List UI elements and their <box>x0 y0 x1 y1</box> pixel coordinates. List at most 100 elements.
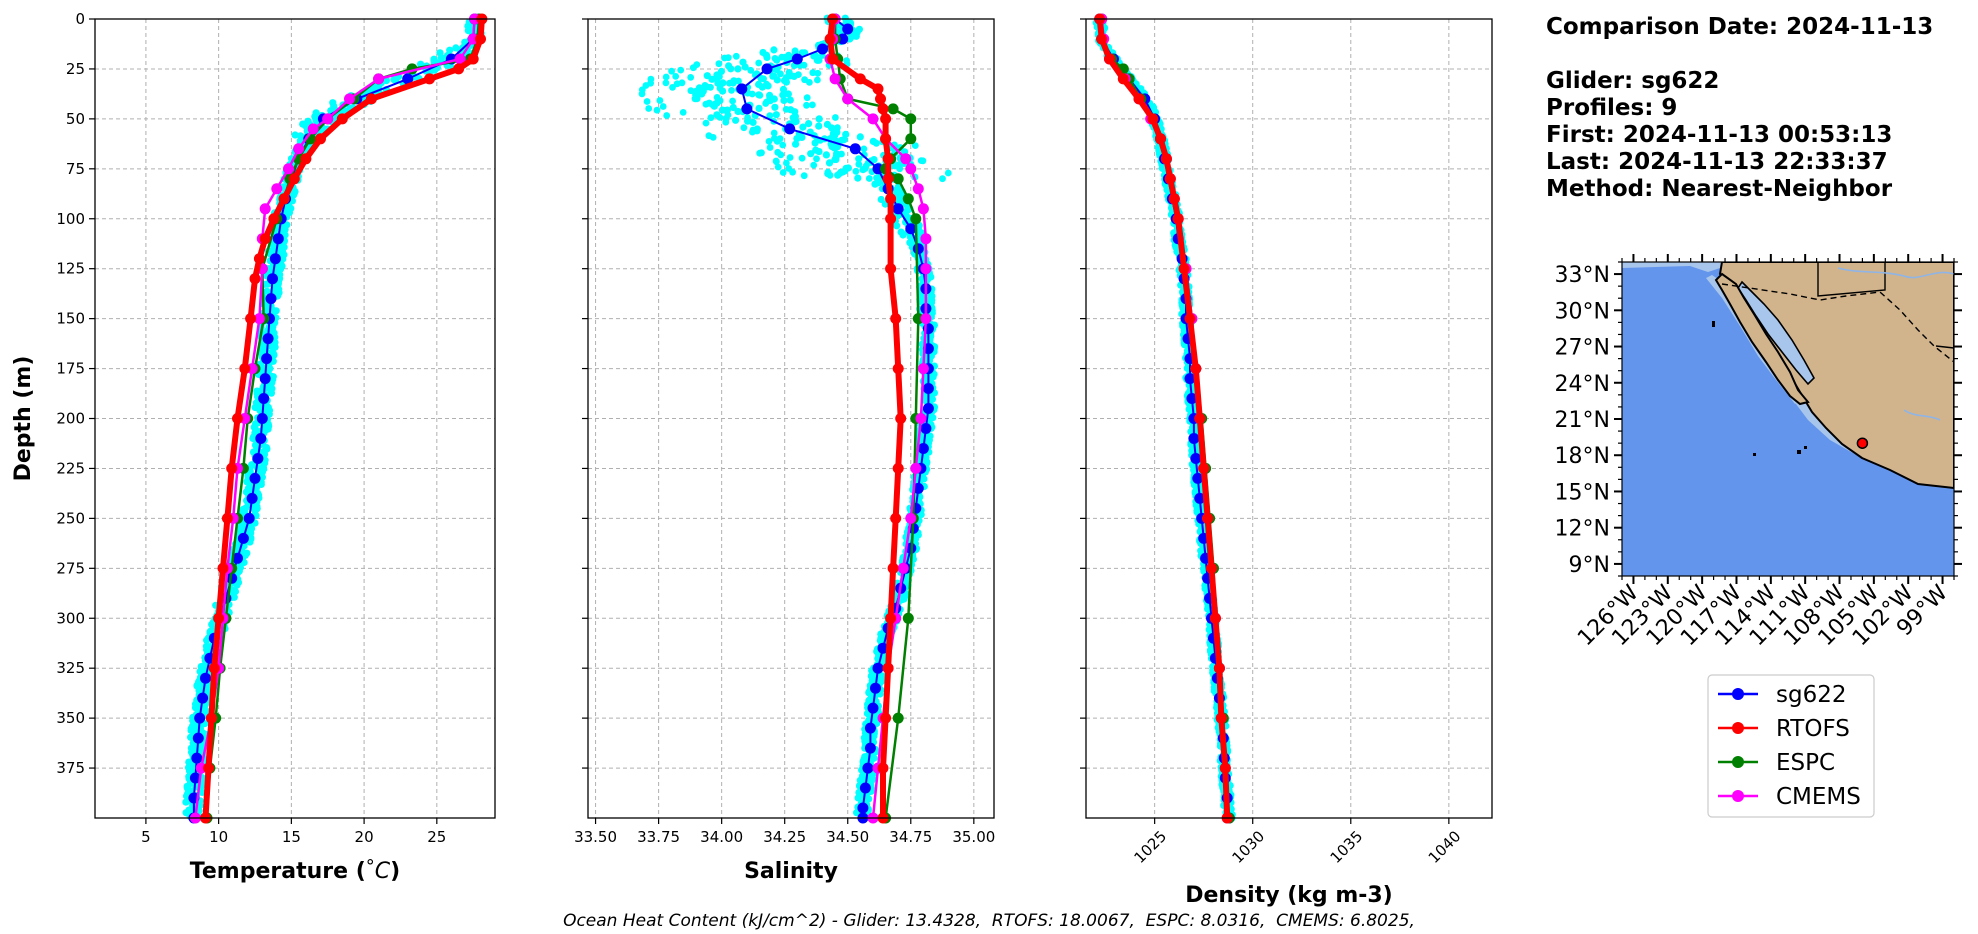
map-island <box>1712 321 1715 327</box>
glider-raw-point <box>709 134 717 141</box>
glider-raw-point <box>800 61 808 69</box>
glider-raw-point <box>813 155 820 163</box>
espc-salinity-point <box>892 712 904 724</box>
glider-raw-point <box>831 132 839 139</box>
legend-sg622-marker <box>1732 688 1744 700</box>
glider-raw-point <box>740 124 748 132</box>
glider-location-marker <box>1856 437 1869 449</box>
first-profile-time: First: 2024-11-13 00:53:13 <box>1546 122 1893 148</box>
glider-raw-point <box>755 104 763 112</box>
rtofs-density-point <box>1219 762 1231 774</box>
glider-raw-point <box>860 145 868 153</box>
glider-raw-point <box>702 119 710 127</box>
cmems-salinity-point <box>842 93 854 105</box>
temperature-grid <box>95 18 495 818</box>
glider-raw-point <box>785 51 792 59</box>
y-tick-label: 300 <box>56 609 85 627</box>
x-tick-label: 25 <box>427 828 446 846</box>
cmems-salinity-point <box>867 113 879 125</box>
sg622-salinity-point <box>849 143 861 155</box>
sg622-salinity-point <box>912 243 924 255</box>
density-x-ticks: 1025 1030 1035 1040 <box>1130 818 1464 867</box>
rtofs-density-point <box>1184 313 1196 325</box>
rtofs-temperature-point <box>239 363 251 375</box>
rtofs-density-point <box>1209 612 1221 624</box>
rtofs-salinity-point <box>827 53 839 65</box>
sg622-density-point <box>1188 433 1200 444</box>
glider-raw-point <box>687 87 695 95</box>
glider-raw-point <box>647 75 655 83</box>
glider-raw-point <box>744 114 751 121</box>
legend: sg622 RTOFS ESPC CMEMS <box>1707 674 1875 818</box>
sg622-density-point <box>1186 393 1198 404</box>
glider-raw-point <box>187 733 195 741</box>
glider-raw-point <box>815 115 823 123</box>
sg622-temperature-point <box>189 772 201 784</box>
cmems-temperature-point <box>253 313 265 325</box>
glider-raw-point <box>772 111 780 119</box>
glider-raw-point <box>774 148 782 156</box>
rtofs-density-point <box>1133 93 1145 105</box>
glider-raw-point <box>771 103 779 111</box>
sg622-salinity-point <box>867 702 879 714</box>
glider-raw-point <box>707 83 714 91</box>
glider-raw-point <box>708 75 716 83</box>
glider-raw-point <box>893 222 901 230</box>
glider-raw-point <box>877 195 885 204</box>
rtofs-temperature-point <box>315 133 326 145</box>
rtofs-salinity-point <box>882 173 894 185</box>
glider-raw-point <box>290 189 298 197</box>
cmems-salinity-point <box>905 163 917 175</box>
glider-raw-point <box>763 80 770 88</box>
rtofs-density-point <box>1198 462 1210 474</box>
last-profile-time: Last: 2024-11-13 22:33:37 <box>1546 149 1888 175</box>
rtofs-temperature-point <box>245 313 257 325</box>
sg622-salinity-point <box>872 662 884 674</box>
glider-raw-point <box>756 92 764 99</box>
legend-cmems-marker <box>1732 790 1744 802</box>
glider-raw-point <box>855 155 863 163</box>
rtofs-salinity-point <box>872 83 884 95</box>
y-tick-label: 75 <box>66 160 85 178</box>
rtofs-temperature-point <box>300 153 312 165</box>
rtofs-density-point <box>1215 712 1227 724</box>
glider-raw-point <box>773 158 780 166</box>
map-us-border <box>1817 262 1954 349</box>
rtofs-temperature-point <box>205 712 217 724</box>
density-x-label: Density (kg m-3) <box>1185 883 1393 908</box>
espc-salinity-point <box>892 173 904 185</box>
glider-raw-point <box>758 149 765 157</box>
glider-raw-point <box>780 96 788 104</box>
x-tick-label: 33.50 <box>574 828 617 846</box>
glider-raw-point <box>832 156 840 164</box>
ohc-glider: Glider: 13.4328, <box>843 911 987 931</box>
sg622-temperature-point <box>265 293 277 305</box>
rtofs-salinity-point <box>887 562 899 574</box>
glider-raw-point <box>729 103 737 112</box>
rtofs-salinity-point <box>895 413 907 424</box>
glider-raw-point <box>263 287 271 295</box>
glider-raw-point <box>267 388 275 396</box>
glider-raw-point <box>911 142 919 150</box>
rtofs-density-point <box>1096 33 1108 45</box>
sg622-salinity-point <box>917 443 929 454</box>
glider-raw-point <box>716 113 724 121</box>
glider-raw-point <box>919 157 927 165</box>
glider-raw-point <box>765 138 773 145</box>
glider-raw-point <box>677 66 685 74</box>
glider-raw-point <box>729 97 736 105</box>
cmems-salinity-point <box>915 413 927 424</box>
glider-raw-point <box>693 61 701 68</box>
glider-raw-point <box>662 73 670 81</box>
glider-raw-point <box>843 57 850 65</box>
sg622-salinity-point <box>922 383 934 394</box>
cmems-salinity-point <box>910 462 922 474</box>
glider-raw-point <box>638 90 646 98</box>
rtofs-density-point <box>1168 193 1180 205</box>
cmems-salinity-point <box>917 363 929 375</box>
glider-raw-point <box>762 100 770 107</box>
y-tick-label: 175 <box>56 360 85 378</box>
ohc-espc: ESPC: 8.0316, <box>1140 911 1271 931</box>
sg622-salinity-point <box>837 33 849 45</box>
glider-raw-point <box>679 109 687 116</box>
